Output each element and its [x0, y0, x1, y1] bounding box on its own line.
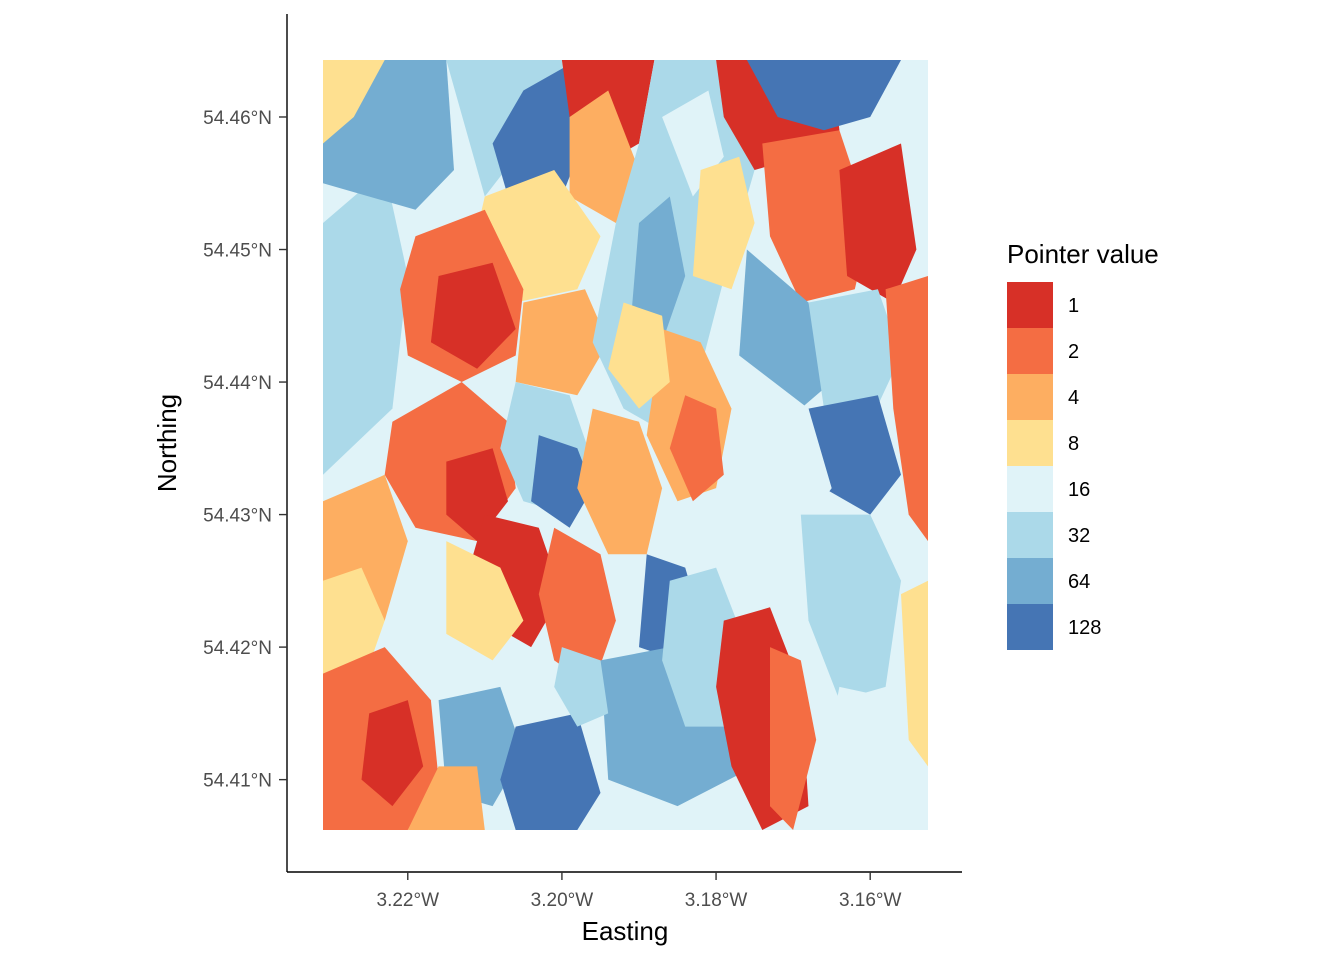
- raster-region-128: [746, 60, 901, 131]
- legend-label: 2: [1068, 341, 1079, 363]
- legend-title: Pointer value: [1007, 239, 1159, 269]
- x-axis-title: Easting: [582, 916, 669, 946]
- raster-region-64: [631, 196, 686, 343]
- raster-region-8: [901, 580, 928, 767]
- raster-region-4: [569, 90, 639, 223]
- legend-swatch: [1007, 420, 1053, 466]
- legend-label: 64: [1068, 571, 1090, 593]
- legend-swatch: [1007, 512, 1053, 558]
- legend-label: 128: [1068, 617, 1101, 639]
- raster-region-128: [531, 435, 593, 528]
- raster-region-128: [500, 713, 601, 830]
- raster-region-32: [323, 170, 408, 475]
- raster-region-1: [839, 143, 917, 303]
- y-tick-label: 54.45°N: [203, 241, 272, 262]
- raster-region-8: [323, 60, 385, 144]
- raster-region-32: [808, 289, 901, 422]
- raster-region-2: [885, 276, 928, 542]
- legend-swatch: [1007, 558, 1053, 604]
- raster-region-32: [554, 647, 609, 727]
- legend-label: 16: [1068, 479, 1090, 501]
- raster-region-2: [770, 647, 817, 830]
- legend: Pointer value 1 2 4 8 16 32 64 128: [1007, 239, 1159, 650]
- x-tick-label: 3.18°W: [685, 890, 748, 911]
- raster-region-8: [608, 302, 670, 409]
- y-tick-label: 54.46°N: [203, 108, 272, 129]
- y-ticks: 54.41°N 54.42°N 54.43°N 54.44°N 54.45°N 54.46…: [203, 108, 287, 792]
- raster-layer: [323, 60, 928, 830]
- x-tick-label: 3.20°W: [531, 890, 594, 911]
- raster-region-8: [323, 567, 385, 701]
- raster-region-128: [808, 395, 901, 515]
- raster-region-1: [430, 262, 516, 369]
- raster-region-4: [515, 289, 609, 396]
- legend-swatch: [1007, 374, 1053, 420]
- raster-region-8: [692, 156, 755, 290]
- raster-region-4: [407, 766, 485, 830]
- legend-swatch: [1007, 466, 1053, 512]
- y-tick-label: 54.42°N: [203, 638, 272, 659]
- legend-label: 1: [1068, 295, 1079, 317]
- y-axis-title: Northing: [152, 394, 182, 492]
- y-tick-label: 54.41°N: [203, 771, 272, 792]
- raster-region-4: [577, 408, 663, 555]
- legend-label: 4: [1068, 387, 1079, 409]
- raster-region-32: [800, 514, 901, 701]
- x-tick-label: 3.16°W: [839, 890, 902, 911]
- axes: [286, 14, 962, 873]
- legend-label: 32: [1068, 525, 1090, 547]
- x-tick-label: 3.22°W: [377, 890, 440, 911]
- y-tick-label: 54.43°N: [203, 506, 272, 527]
- raster-region-2: [538, 527, 616, 687]
- raster-region-16: [824, 686, 925, 830]
- raster-region-1: [361, 700, 424, 807]
- raster-region-8: [446, 541, 524, 661]
- legend-label: 8: [1068, 433, 1079, 455]
- raster-region-2: [669, 395, 724, 502]
- legend-swatch: [1007, 282, 1053, 328]
- legend-swatch: [1007, 604, 1053, 650]
- legend-swatch: [1007, 328, 1053, 374]
- y-tick-label: 54.44°N: [203, 373, 272, 394]
- raster-region-16: [716, 355, 832, 542]
- x-ticks: 3.22°W 3.20°W 3.18°W 3.16°W: [377, 872, 902, 911]
